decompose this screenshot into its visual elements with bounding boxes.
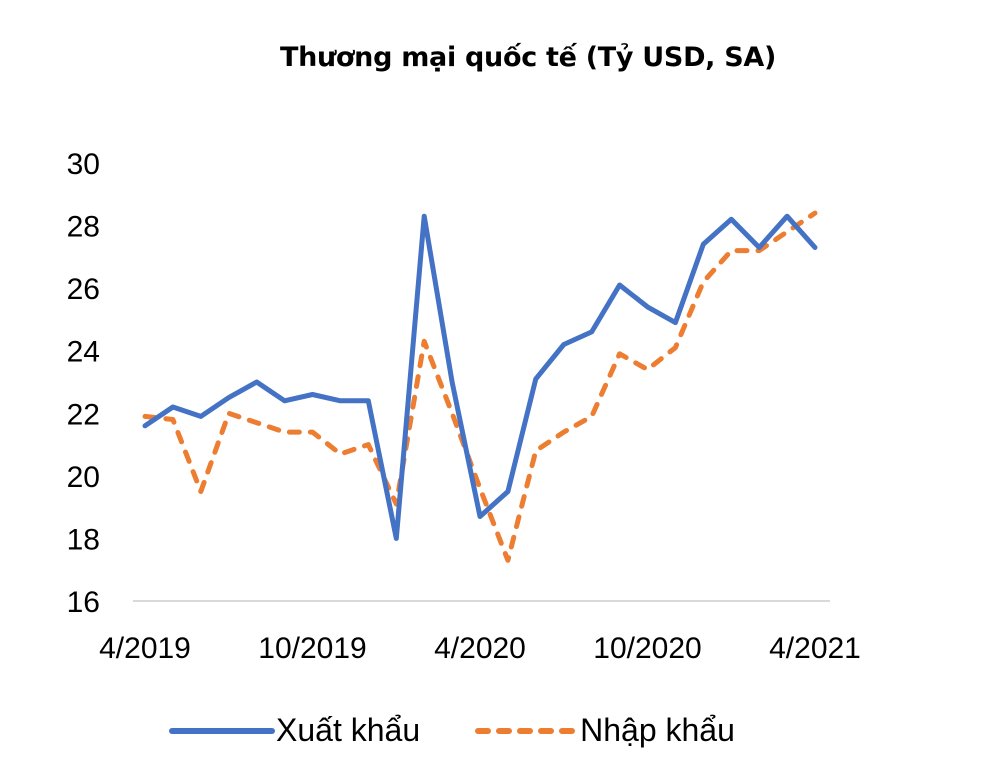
x-tick-label: 4/2019 bbox=[99, 632, 191, 665]
legend-item-nhap-khau: Nhập khẩu bbox=[472, 712, 735, 749]
chart-title: Thương mại quốc tế (Tỷ USD, SA) bbox=[279, 42, 777, 73]
legend-label: Nhập khẩu bbox=[580, 712, 735, 748]
legend: Xuất khẩu Nhập khẩu bbox=[168, 712, 787, 749]
y-tick-label: 30 bbox=[67, 148, 100, 181]
y-tick-label: 16 bbox=[67, 586, 100, 619]
x-tick-label: 10/2020 bbox=[593, 632, 701, 665]
x-tick-label: 4/2021 bbox=[769, 632, 861, 665]
legend-item-xuat-khau: Xuất khẩu bbox=[168, 712, 420, 749]
y-tick-label: 28 bbox=[67, 211, 100, 244]
x-axis: 4/2019 10/2019 4/2020 10/2020 4/2021 bbox=[99, 632, 861, 665]
line-chart: 16 18 20 22 24 26 28 30 4/2019 10/2019 4/2020 10/2… bbox=[67, 148, 861, 665]
y-tick-label: 22 bbox=[67, 398, 100, 431]
y-tick-label: 24 bbox=[67, 336, 100, 369]
solid-line-swatch-icon bbox=[169, 727, 275, 734]
series-group bbox=[142, 210, 818, 563]
legend-label: Xuất khẩu bbox=[276, 712, 421, 748]
x-tick-label: 4/2020 bbox=[434, 632, 526, 665]
y-axis: 16 18 20 22 24 26 28 30 bbox=[67, 148, 100, 619]
y-tick-label: 18 bbox=[67, 523, 100, 556]
x-tick-label: 10/2019 bbox=[258, 632, 366, 665]
series-line-nhap-khau bbox=[142, 210, 818, 563]
y-tick-label: 26 bbox=[67, 273, 100, 306]
series-line-xuat-khau bbox=[142, 213, 818, 541]
y-tick-label: 20 bbox=[67, 461, 100, 494]
dashed-line-swatch-icon bbox=[475, 727, 580, 734]
